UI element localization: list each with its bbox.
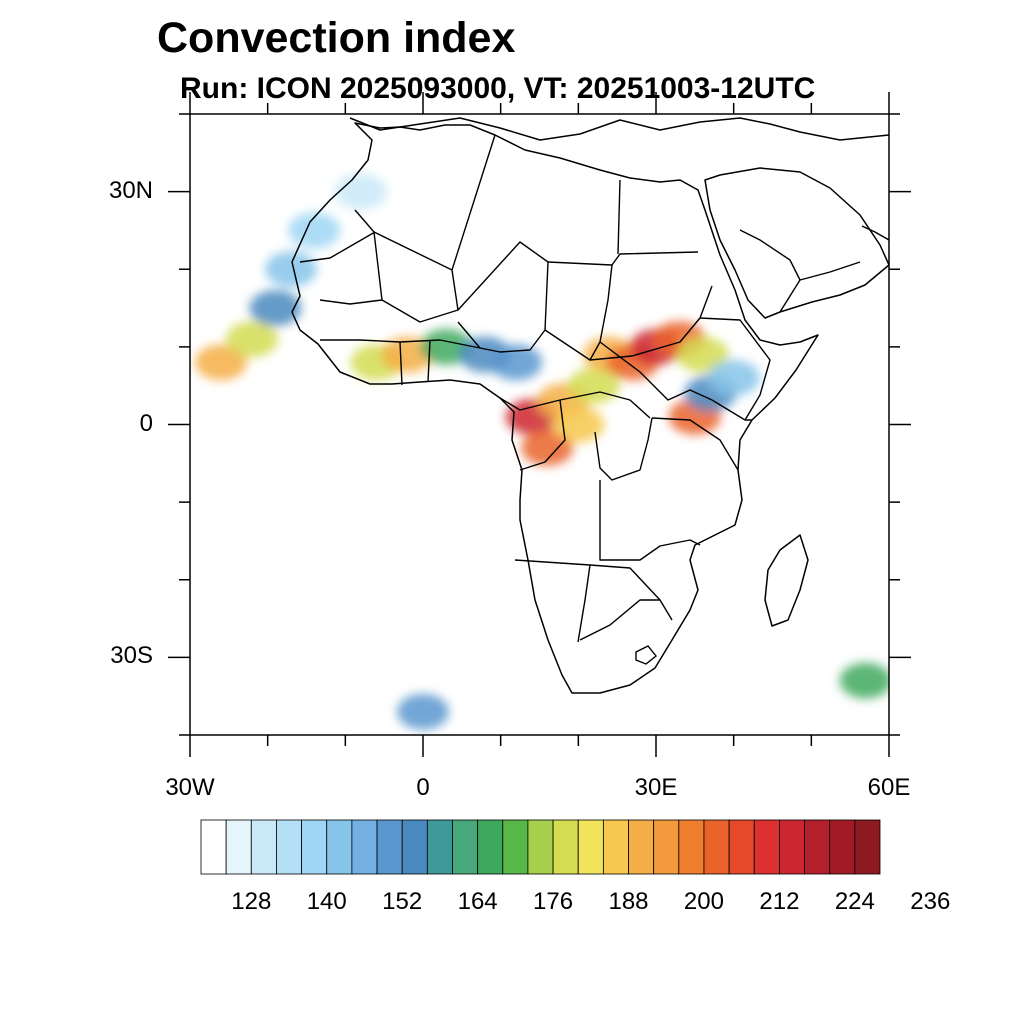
convection-cell-10 — [490, 344, 543, 381]
colorbar-box-23 — [779, 819, 805, 875]
convection-field — [195, 173, 889, 730]
convection-cell-24 — [839, 662, 889, 699]
convection-cell-25 — [397, 693, 449, 730]
x-tick-label: 60E — [867, 774, 911, 801]
convection-cell-4 — [288, 212, 341, 249]
colorbar — [200, 819, 881, 875]
convection-cell-2 — [249, 290, 302, 327]
colorbar-label: 212 — [759, 888, 800, 915]
lesotho — [635, 645, 657, 665]
colorbar-box-16 — [602, 819, 629, 875]
colorbar-box-20 — [703, 819, 730, 875]
colorbar-label: 200 — [683, 888, 724, 915]
colorbar-box-10 — [452, 819, 479, 875]
colorbar-box-17 — [628, 819, 655, 875]
colorbar-box-12 — [502, 819, 529, 875]
plot-subtitle: Run: ICON 2025093000, VT: 20251003-12UTC — [180, 72, 816, 105]
x-tick-label: 30E — [634, 774, 678, 801]
colorbar-box-3 — [276, 819, 302, 875]
colorbar-box-21 — [728, 819, 755, 875]
colorbar-box-22 — [753, 819, 780, 875]
colorbar-box-24 — [804, 819, 831, 875]
colorbar-box-4 — [301, 819, 328, 875]
sri-lanka-stub — [861, 225, 889, 241]
colorbar-box-9 — [426, 819, 453, 875]
colorbar-box-25 — [829, 819, 856, 875]
colorbar-label: 236 — [910, 888, 951, 915]
colorbar-box-13 — [527, 819, 554, 875]
colorbar-box-15 — [577, 819, 604, 875]
convection-cell-15 — [567, 367, 620, 404]
colorbar-box-18 — [653, 819, 680, 875]
colorbar-box-8 — [401, 819, 428, 875]
colorbar-label: 188 — [608, 888, 649, 915]
colorbar-box-0 — [200, 819, 227, 875]
colorbar-box-1 — [225, 819, 252, 875]
colorbar-box-19 — [678, 819, 705, 875]
coastlines — [291, 117, 889, 694]
axis-ticks — [168, 92, 911, 757]
colorbar-label: 140 — [306, 888, 347, 915]
colorbar-box-6 — [351, 819, 378, 875]
colorbar-label: 176 — [533, 888, 574, 915]
convection-cell-5 — [334, 173, 387, 210]
country-borders — [299, 134, 861, 643]
y-tick-label: 30N — [108, 176, 153, 204]
madagascar — [764, 534, 809, 627]
convection-cell-14 — [552, 406, 605, 443]
convection-cell-23 — [707, 359, 760, 396]
arabia-coastline — [704, 167, 889, 319]
convection-cell-12 — [521, 429, 574, 466]
colorbar-box-26 — [854, 819, 881, 875]
map-area — [190, 114, 889, 735]
colorbar-box-14 — [552, 819, 579, 875]
y-tick-label: 0 — [139, 409, 153, 437]
colorbar-label: 164 — [457, 888, 498, 915]
convection-cell-20 — [676, 336, 729, 373]
europe-coastline — [349, 117, 889, 141]
colorbar-box-7 — [376, 819, 403, 875]
plot-title: Convection index — [157, 14, 516, 62]
colorbar-label: 152 — [382, 888, 423, 915]
convection-cell-1 — [226, 321, 279, 358]
colorbar-label: 128 — [231, 888, 272, 915]
y-tick-label: 30S — [110, 642, 153, 670]
convection-cell-0 — [195, 344, 248, 381]
colorbar-box-11 — [477, 819, 504, 875]
colorbar-label: 224 — [834, 888, 875, 915]
convection-cell-3 — [264, 251, 317, 288]
colorbar-box-5 — [326, 819, 353, 875]
x-tick-label: 30W — [165, 774, 215, 801]
x-tick-label: 0 — [416, 774, 430, 801]
colorbar-box-2 — [250, 819, 277, 875]
africa-coastline — [291, 122, 819, 694]
